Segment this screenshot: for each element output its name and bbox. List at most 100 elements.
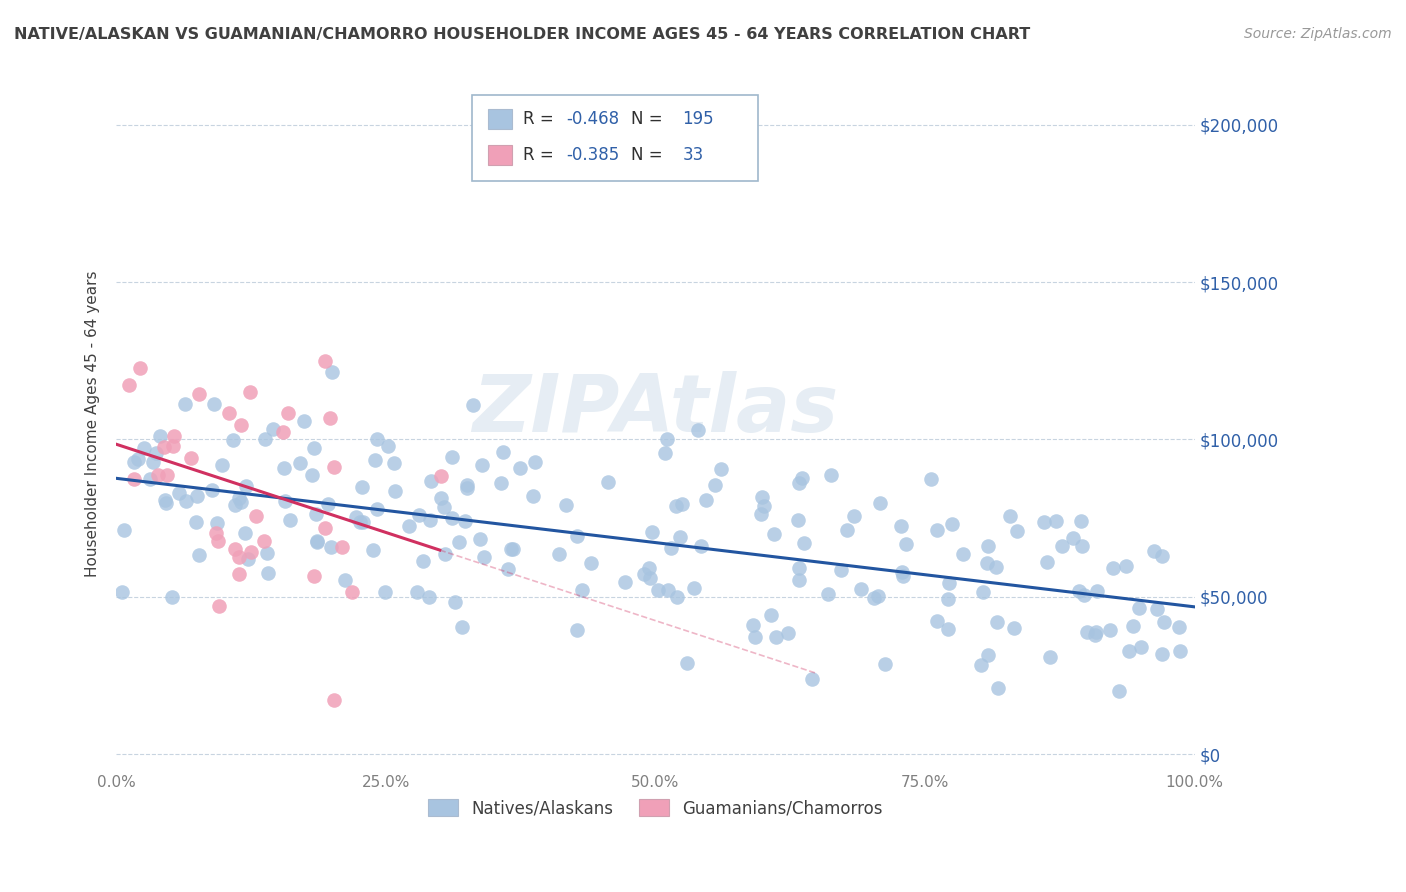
Point [638,571,661,585]
Point [1084,628,1107,642]
Point [633,566,655,581]
Point [419,513,441,527]
Point [412,554,434,568]
Point [145,446,167,460]
Point [683,581,706,595]
Point [156,468,179,483]
Point [703,477,725,491]
Point [765,630,787,644]
Point [787,513,810,527]
Text: R =: R = [523,146,558,164]
Point [571,583,593,598]
Point [987,681,1010,695]
Point [122,455,145,469]
Point [761,607,783,622]
Point [659,541,682,555]
Point [429,491,451,505]
Text: N =: N = [631,110,668,128]
Point [498,562,520,576]
Point [229,418,252,433]
Point [201,483,224,497]
Point [188,548,211,562]
Point [941,517,963,532]
Point [875,657,897,671]
Point [314,354,336,368]
Point [366,501,388,516]
Point [321,365,343,379]
Point [787,476,810,491]
Point [567,623,589,637]
Point [142,455,165,469]
Point [420,475,443,489]
Point [167,486,190,500]
Point [228,567,250,582]
Point [162,429,184,443]
Point [489,475,512,490]
Point [925,614,948,628]
Text: -0.468: -0.468 [565,110,619,128]
Point [754,499,776,513]
Point [830,562,852,576]
Legend: Natives/Alaskans, Guamanians/Chamorros: Natives/Alaskans, Guamanians/Chamorros [422,792,889,824]
Point [890,518,912,533]
Point [976,648,998,662]
Point [998,509,1021,524]
Point [253,432,276,446]
Point [307,534,329,549]
Point [835,523,858,537]
Point [1130,640,1153,655]
Point [273,461,295,475]
Point [1128,601,1150,615]
Point [208,599,231,614]
Point [377,439,399,453]
Point [1005,524,1028,538]
Point [302,569,325,583]
Point [440,450,463,465]
Point [655,433,678,447]
Point [1118,644,1140,658]
Point [1099,623,1122,637]
Point [319,540,342,554]
Point [778,625,800,640]
Point [751,490,773,504]
Point [1085,584,1108,599]
Point [398,518,420,533]
Point [374,585,396,599]
Point [454,514,477,528]
Point [938,576,960,591]
Point [292,414,315,428]
Point [869,496,891,510]
Point [842,508,865,523]
Text: 195: 195 [682,110,714,128]
Point [449,535,471,549]
Point [444,595,467,609]
Point [433,500,456,514]
Point [891,568,914,582]
Point [820,467,842,482]
Point [451,620,474,634]
Point [695,492,717,507]
Point [671,497,693,511]
Point [509,460,531,475]
Point [112,523,135,537]
Point [173,397,195,411]
Point [205,516,228,530]
Point [228,491,250,505]
Point [221,434,243,448]
Point [565,529,588,543]
Y-axis label: Householder Income Ages 45 - 64 years: Householder Income Ages 45 - 64 years [86,270,100,577]
Point [547,547,569,561]
Point [1170,643,1192,657]
Point [128,361,150,376]
Point [793,535,815,549]
Point [257,566,280,581]
Point [363,453,385,467]
Point [228,549,250,564]
Point [277,406,299,420]
Point [153,441,176,455]
Point [742,618,765,632]
Point [233,526,256,541]
Point [891,565,914,579]
Point [238,384,260,399]
Point [868,589,890,603]
